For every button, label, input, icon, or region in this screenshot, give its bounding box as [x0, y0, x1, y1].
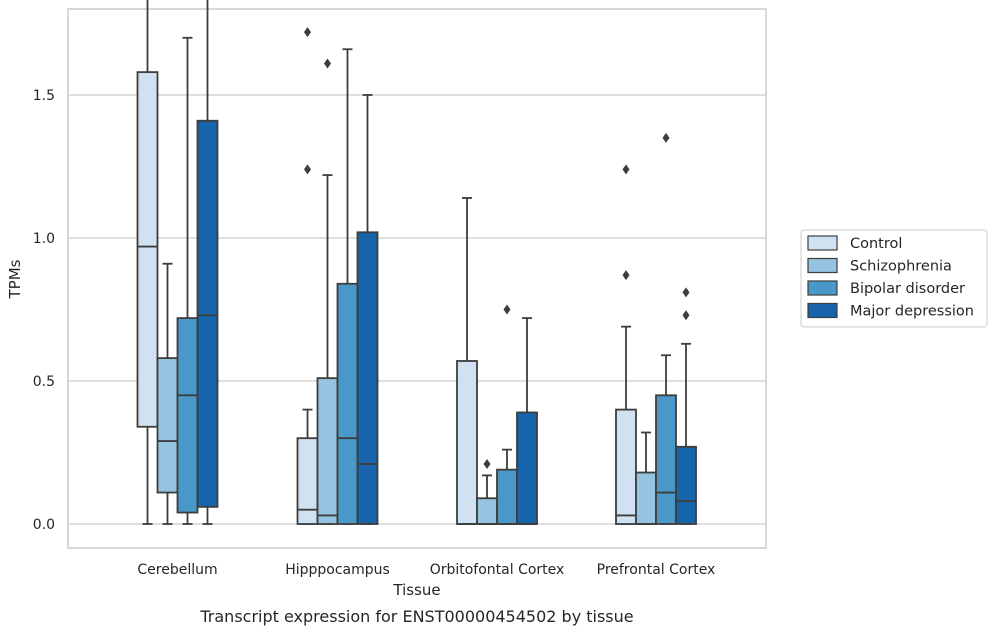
box-schizophrenia: [635, 431, 657, 525]
y-tick-label: 0.5: [33, 374, 55, 390]
box-control: [615, 164, 637, 525]
box-bipolar-disorder: [655, 132, 677, 525]
box-iqr: [316, 377, 339, 525]
legend-label: Control: [850, 236, 902, 252]
outlier-point: [682, 287, 690, 298]
box-iqr: [196, 119, 219, 508]
legend-label: Schizophrenia: [850, 259, 952, 275]
outlier-point: [622, 270, 630, 281]
box-bipolar-disorder: [496, 304, 518, 525]
outlier-point: [304, 164, 311, 175]
box-bipolar-disorder: [176, 36, 199, 525]
box-iqr: [635, 471, 657, 525]
tick-layer: 0.00.51.01.52.02.53.03.5CerebellumHipppo…: [33, 88, 716, 578]
box-bipolar-disorder: [336, 48, 359, 525]
legend: Control Schizophrenia Bipolar disorder Majo…: [800, 229, 988, 328]
legend-swatch: [807, 280, 838, 296]
box-iqr: [476, 497, 498, 525]
legend-swatch: [807, 235, 838, 251]
box-iqr: [456, 360, 478, 525]
x-tick-label: Cerebellum: [137, 562, 217, 578]
box-iqr: [176, 317, 199, 514]
outlier-point: [503, 304, 511, 315]
x-axis-label: Tissue: [392, 581, 440, 599]
box-iqr: [496, 468, 518, 525]
chart-caption: Transcript expression for ENST0000045450…: [199, 607, 633, 626]
box-control: [136, 0, 159, 525]
box-major-depression: [356, 94, 379, 525]
box-control: [296, 27, 319, 525]
x-tick-label: Hipppocampus: [285, 562, 390, 578]
y-tick-label: 1.0: [33, 231, 55, 247]
x-tick-label: Orbitofontal Cortex: [430, 562, 565, 578]
box-iqr: [655, 394, 677, 525]
box-iqr: [296, 437, 319, 525]
y-axis-label: TPMs: [6, 259, 24, 299]
outlier-point: [622, 164, 630, 175]
legend-swatch: [807, 257, 838, 274]
box-major-depression: [196, 0, 219, 525]
box-schizophrenia: [476, 458, 498, 525]
legend-swatch: [807, 302, 838, 319]
box-major-depression: [516, 317, 538, 525]
box-schizophrenia: [316, 58, 339, 525]
plot-frame: [67, 8, 767, 549]
box-iqr: [356, 231, 379, 525]
box-iqr: [136, 71, 159, 428]
box-control: [456, 197, 478, 525]
y-tick-label: 1.5: [33, 88, 55, 104]
outlier-point: [304, 27, 311, 38]
box-iqr: [336, 282, 359, 525]
box-iqr: [156, 357, 179, 494]
box-layer: [136, 0, 697, 525]
legend-label: Bipolar disorder: [850, 281, 965, 297]
outlier-point: [483, 458, 491, 469]
y-tick-label: 0.0: [33, 517, 55, 533]
box-iqr: [516, 411, 538, 525]
outlier-point: [324, 58, 331, 69]
outlier-point: [662, 132, 670, 143]
box-major-depression: [675, 287, 697, 525]
x-tick-label: Prefrontal Cortex: [597, 562, 716, 578]
outlier-point: [682, 310, 690, 321]
box-iqr: [615, 408, 637, 525]
box-iqr: [675, 445, 697, 525]
legend-label: Major depression: [850, 304, 974, 320]
legend-frame: [800, 229, 988, 328]
box-schizophrenia: [156, 262, 179, 525]
